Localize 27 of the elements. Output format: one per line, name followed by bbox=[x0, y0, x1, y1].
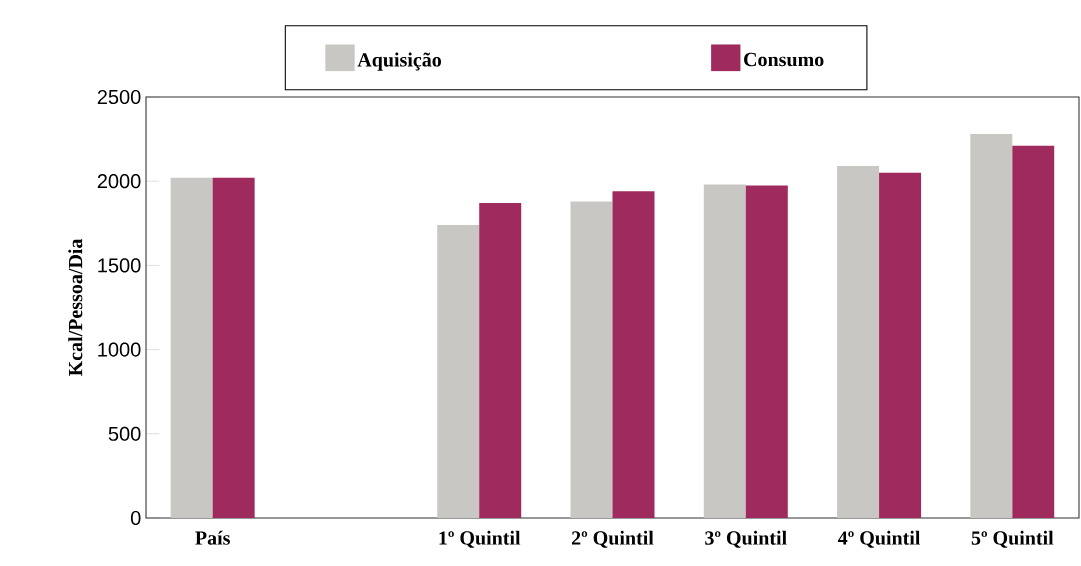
y-tick-label: 2000 bbox=[97, 174, 141, 189]
y-axis-title: Kcal/Pessoa/Dia bbox=[68, 238, 83, 377]
bar bbox=[479, 203, 522, 518]
x-tick-label: 5º Quintil bbox=[971, 530, 1054, 548]
legend-label: Aquisição bbox=[357, 52, 442, 71]
legend-label: Consumo bbox=[744, 52, 824, 67]
bar bbox=[170, 177, 213, 518]
x-tick-label: 3º Quintil bbox=[705, 530, 787, 548]
bar bbox=[745, 185, 788, 518]
y-tick-label: 2500 bbox=[97, 89, 141, 105]
bar bbox=[703, 184, 746, 518]
y-tick-label: 0 bbox=[130, 510, 141, 526]
bar bbox=[570, 201, 613, 518]
bar bbox=[879, 172, 922, 518]
x-tick-label: 2º Quintil bbox=[571, 530, 654, 548]
bar bbox=[970, 134, 1013, 518]
x-tick-label: País bbox=[195, 530, 230, 545]
x-tick-label: 1º Quintil bbox=[439, 530, 521, 548]
bar bbox=[612, 191, 655, 518]
y-tick-label: 500 bbox=[108, 426, 141, 441]
y-tick-label: 1500 bbox=[98, 258, 141, 273]
x-tick-label: 4º Quintil bbox=[837, 530, 921, 548]
y-tick-label: 1000 bbox=[98, 342, 141, 357]
bar bbox=[837, 166, 880, 518]
bar bbox=[212, 177, 255, 518]
bar bbox=[1012, 145, 1055, 518]
bar bbox=[437, 224, 480, 518]
